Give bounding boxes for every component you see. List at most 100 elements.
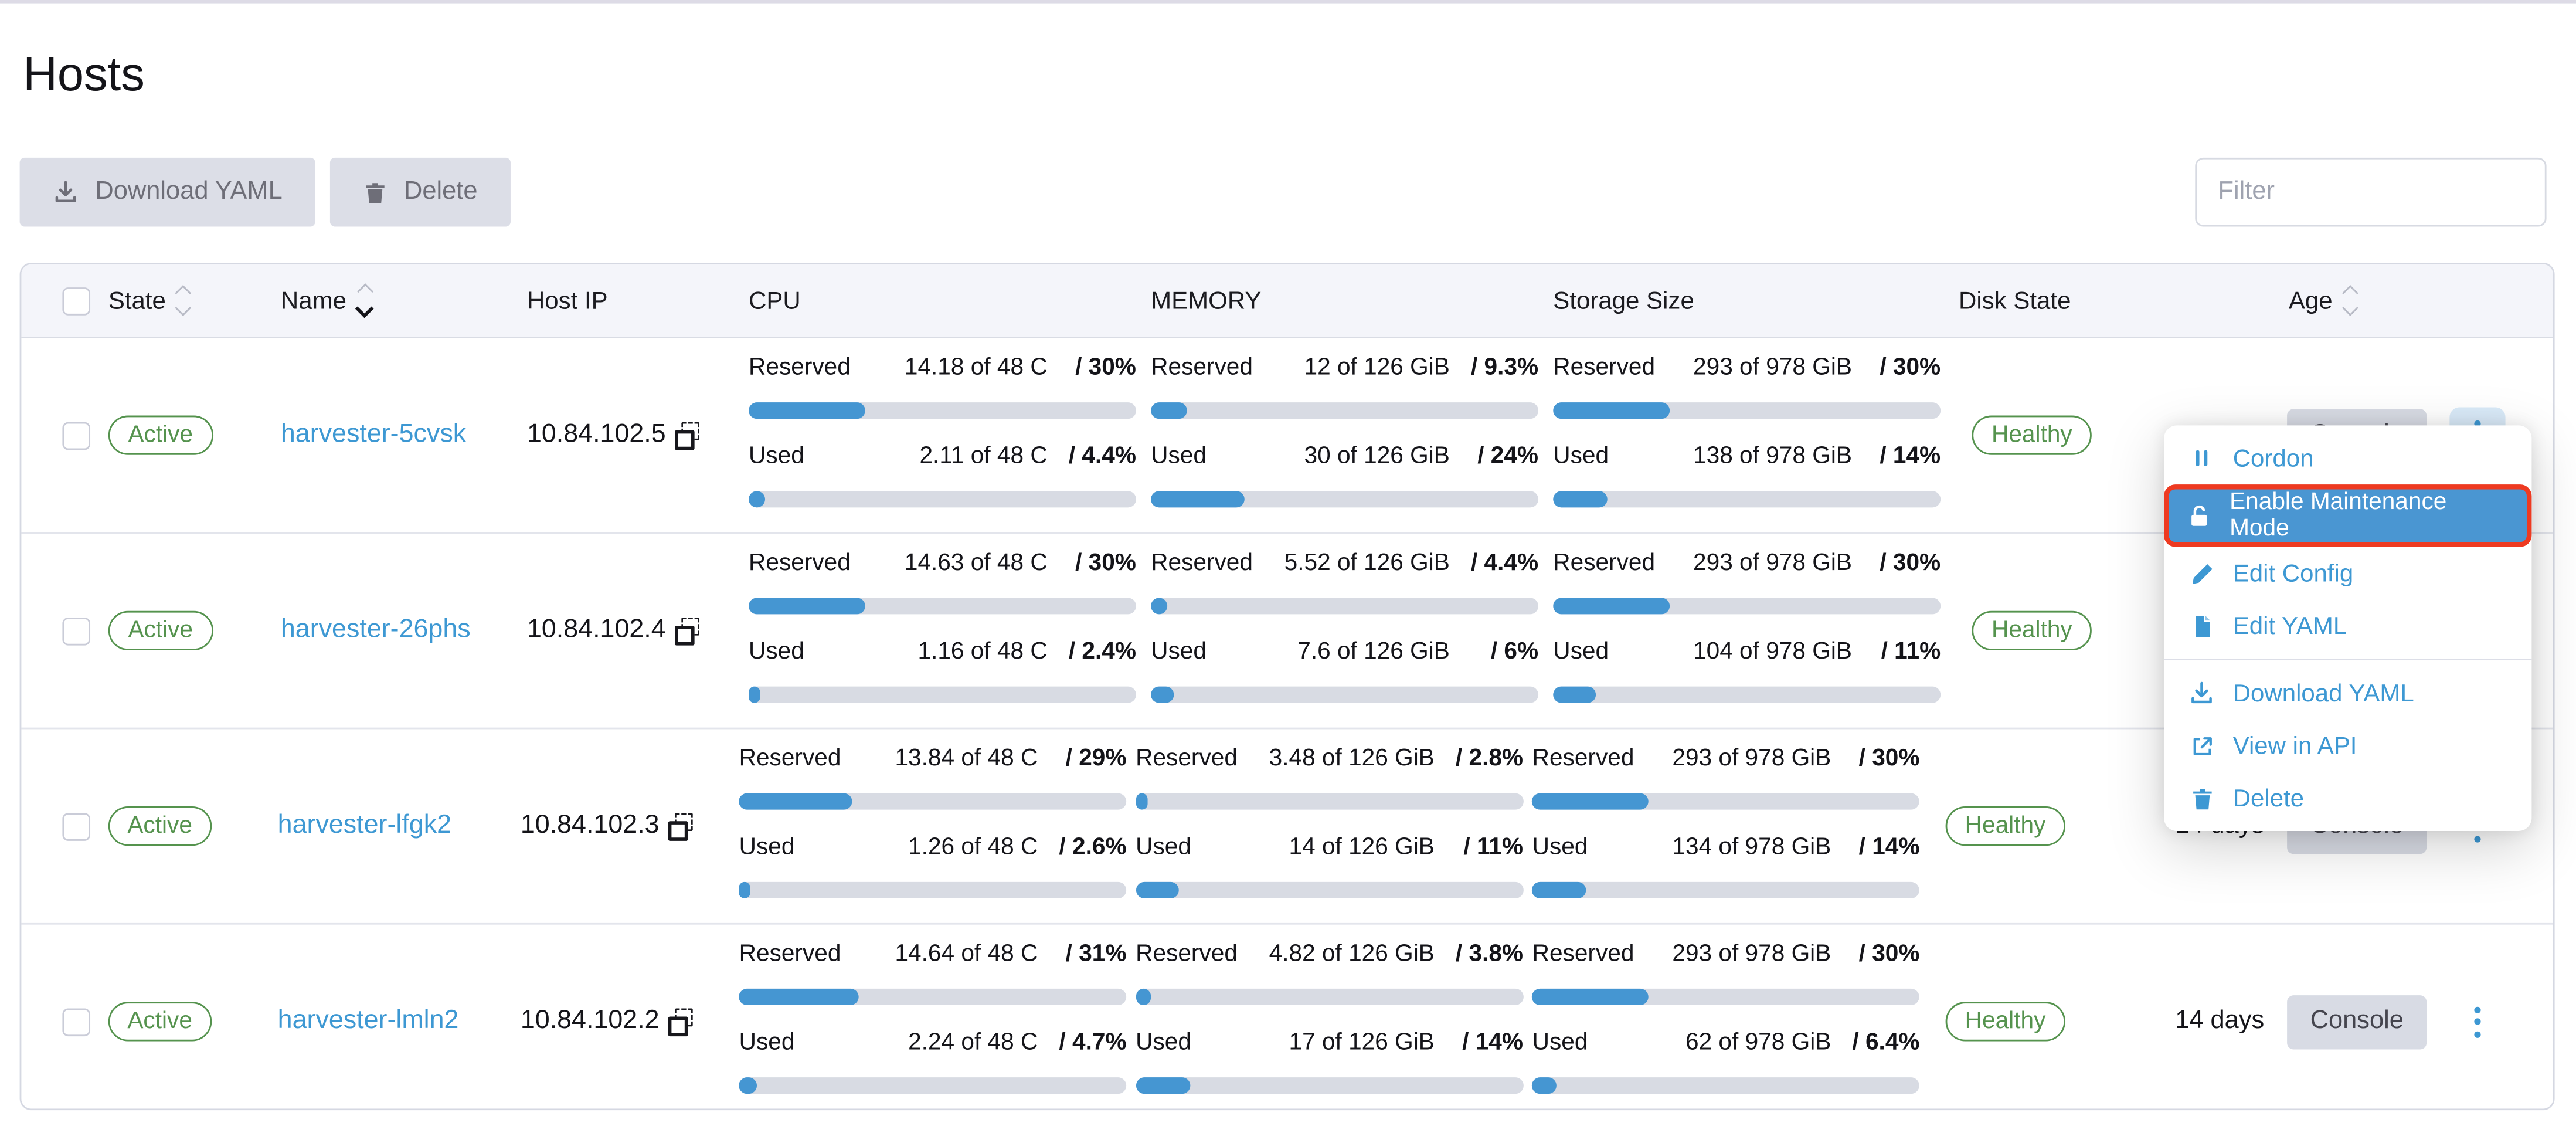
metric-label: Used	[1151, 639, 1207, 666]
metric-percent: / 30%	[1858, 941, 1920, 968]
copy-icon[interactable]	[672, 616, 701, 645]
copy-icon[interactable]	[666, 1008, 694, 1036]
row-checkbox[interactable]	[62, 812, 91, 840]
menu-item-edit-config[interactable]: Edit Config	[2164, 547, 2531, 600]
state-badge: Active	[107, 806, 212, 846]
column-label: Storage Size	[1553, 286, 1694, 315]
console-button[interactable]: Console	[2287, 994, 2427, 1049]
state-badge: Active	[108, 415, 213, 455]
metric-label: Used	[1553, 443, 1609, 470]
column-header-age[interactable]: Age	[2205, 284, 2553, 317]
column-header-storage: Storage Size	[1553, 287, 1959, 315]
metric-label: Reserved	[749, 354, 851, 381]
metric-percent: / 11%	[1463, 834, 1524, 861]
memory-used-bar	[1151, 491, 1539, 508]
memory-metric: Reserved 12 of 126 GiB / 9.3% Used 30 of…	[1151, 338, 1553, 532]
metric-percent: / 6%	[1490, 639, 1539, 666]
metric-percent: / 14%	[1858, 834, 1920, 861]
metric-value: 7.6 of 126 GiB	[1297, 639, 1450, 666]
menu-item-enable-maintenance-mode[interactable]: Enable Maintenance Mode	[2164, 484, 2532, 547]
menu-item-cordon[interactable]: Cordon	[2164, 432, 2531, 485]
metric-value: 3.48 of 126 GiB	[1269, 745, 1435, 772]
copy-icon[interactable]	[666, 812, 694, 840]
menu-item-delete[interactable]: Delete	[2164, 772, 2531, 825]
metric-label: Reserved	[739, 745, 841, 772]
menu-item-label: Delete	[2232, 784, 2305, 812]
row-select-cell	[21, 925, 107, 1109]
hosts-table: State Name Host IP CPU MEMORY Storage Size Dis…	[19, 263, 2555, 1111]
menu-item-edit-yaml[interactable]: Edit YAML	[2164, 599, 2531, 652]
metric-value: 1.26 of 48 C	[908, 834, 1038, 861]
metric-percent: / 4.7%	[1059, 1029, 1127, 1056]
column-label: MEMORY	[1151, 286, 1262, 315]
menu-item-label: Edit YAML	[2232, 612, 2347, 640]
name-cell: harvester-5cvsk	[281, 338, 527, 532]
metric-percent: / 24%	[1477, 443, 1539, 470]
metric-value: 2.24 of 48 C	[908, 1029, 1038, 1056]
metric-label: Used	[1532, 1029, 1588, 1056]
row-checkbox[interactable]	[62, 616, 91, 645]
metric-percent: / 30%	[1880, 354, 1941, 381]
download-icon	[53, 179, 79, 205]
host-ip: 10.84.102.3	[520, 811, 660, 840]
metric-percent: / 30%	[1075, 354, 1136, 381]
metric-percent: / 11%	[1881, 639, 1941, 666]
metric-percent: / 4.4%	[1470, 550, 1539, 576]
context-menu: Cordon Enable Maintenance Mode Edit Config…	[2164, 425, 2532, 832]
metric-label: Used	[739, 1029, 795, 1056]
kebab-menu-icon[interactable]	[2449, 993, 2505, 1049]
menu-item-view-in-api[interactable]: View in API	[2164, 720, 2531, 772]
host-name-link[interactable]: harvester-26phs	[280, 616, 471, 644]
metric-percent: / 30%	[1075, 550, 1136, 576]
unlock-icon	[2185, 503, 2211, 528]
column-label: Disk State	[1959, 286, 2071, 315]
filter-input[interactable]	[2195, 157, 2547, 227]
row-checkbox[interactable]	[62, 1008, 91, 1036]
metric-percent: / 30%	[1858, 745, 1920, 772]
cpu-metric: Reserved 14.63 of 48 C / 30% Used 1.16 o…	[749, 534, 1151, 727]
select-all-cell	[21, 286, 108, 315]
row-checkbox[interactable]	[62, 421, 91, 449]
metric-label: Reserved	[1151, 550, 1253, 576]
delete-label: Delete	[404, 177, 478, 206]
cpu-used-bar	[749, 491, 1136, 508]
copy-icon[interactable]	[672, 421, 701, 449]
metric-label: Reserved	[749, 550, 851, 576]
table-body: Active harvester-5cvsk 10.84.102.5 Reser…	[21, 338, 2553, 1109]
select-all-checkbox[interactable]	[62, 286, 91, 315]
storage-metric: Reserved 293 of 978 GiB / 30% Used 134 o…	[1532, 729, 1932, 922]
metric-label: Reserved	[1553, 354, 1656, 381]
storage-metric: Reserved 293 of 978 GiB / 30% Used 62 of…	[1532, 925, 1932, 1109]
memory-reserved-bar	[1136, 793, 1524, 810]
metric-percent: / 29%	[1065, 745, 1127, 772]
metric-percent: / 9.3%	[1470, 354, 1539, 381]
memory-reserved-bar	[1151, 402, 1539, 419]
host-ip: 10.84.102.5	[526, 420, 666, 449]
storage-reserved-bar	[1532, 988, 1920, 1005]
metric-value: 1.16 of 48 C	[917, 639, 1048, 666]
column-header-name[interactable]: Name	[281, 283, 527, 318]
menu-item-download-yaml[interactable]: Download YAML	[2164, 667, 2531, 720]
delete-button[interactable]: Delete	[329, 157, 511, 227]
column-header-state[interactable]: State	[108, 284, 281, 317]
memory-used-bar	[1151, 686, 1539, 703]
state-badge: Active	[108, 610, 213, 651]
metric-value: 62 of 978 GiB	[1685, 1029, 1831, 1056]
memory-reserved-bar	[1151, 598, 1539, 615]
metric-percent: / 14%	[1462, 1029, 1524, 1056]
state-cell: Active	[107, 729, 278, 922]
download-icon	[2188, 680, 2215, 706]
host-name-link[interactable]: harvester-lmln2	[277, 1006, 459, 1035]
host-name-link[interactable]: harvester-5cvsk	[280, 420, 467, 449]
metric-percent: / 2.8%	[1455, 745, 1524, 772]
menu-item-label: Enable Maintenance Mode	[2230, 489, 2447, 542]
menu-item-label: Cordon	[2232, 444, 2314, 473]
host-name-link[interactable]: harvester-lfgk2	[277, 811, 452, 840]
storage-reserved-bar	[1553, 402, 1941, 419]
host-ip-cell: 10.84.102.4	[527, 534, 749, 727]
metric-label: Used	[1136, 834, 1191, 861]
download-yaml-button[interactable]: Download YAML	[19, 157, 315, 227]
cpu-metric: Reserved 14.18 of 48 C / 30% Used 2.11 o…	[749, 338, 1151, 532]
row-select-cell	[21, 729, 107, 922]
metric-value: 14 of 126 GiB	[1289, 834, 1435, 861]
